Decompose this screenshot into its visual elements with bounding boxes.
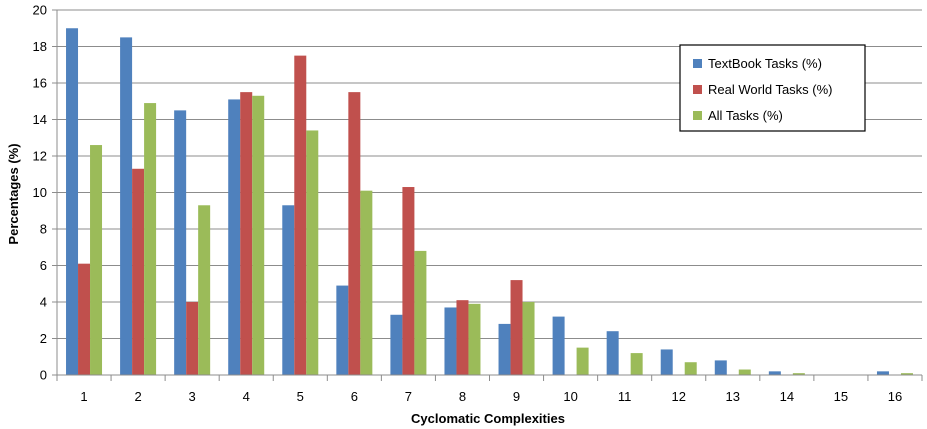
bar-1	[444, 307, 457, 375]
y-tick-label: 4	[40, 295, 47, 310]
bar-2	[402, 187, 415, 375]
bar-1	[120, 37, 133, 375]
bar-3	[684, 362, 697, 375]
y-tick-label: 6	[40, 258, 47, 273]
y-tick-labels: 0 2 4 6 8 10 12 14 16 18 20	[33, 3, 47, 383]
x-tick-label: 9	[513, 389, 520, 404]
bar-3	[306, 130, 319, 375]
bar-1	[282, 205, 295, 375]
x-tick-label: 1	[80, 389, 87, 404]
bar-1	[660, 349, 673, 375]
bar-2	[456, 300, 469, 375]
x-axis-title: Cyclomatic Complexities	[411, 411, 565, 426]
bar-2	[240, 92, 253, 375]
legend: TextBook Tasks (%) Real World Tasks (%) Al…	[679, 44, 866, 132]
x-tick-label: 7	[405, 389, 412, 404]
y-axis-title: Percentages (%)	[6, 143, 21, 244]
bar-1	[498, 323, 511, 375]
legend-label: Real World Tasks (%)	[708, 82, 833, 97]
y-tick-label: 18	[33, 39, 47, 54]
legend-swatch	[693, 111, 702, 120]
x-tick-label: 4	[243, 389, 250, 404]
x-tick-label: 11	[618, 389, 632, 404]
bar-1	[606, 331, 619, 375]
legend-box	[679, 44, 866, 132]
bar-1	[714, 360, 727, 375]
bar-3	[414, 250, 427, 375]
bar-3	[144, 103, 157, 375]
bar-3	[198, 205, 211, 375]
x-tick-label: 16	[888, 389, 902, 404]
legend-label: All Tasks (%)	[708, 108, 783, 123]
bar-3	[360, 190, 373, 375]
bar-2	[132, 168, 145, 375]
x-tick-label: 8	[459, 389, 466, 404]
x-tick-label: 6	[351, 389, 358, 404]
y-tick-label: 12	[33, 149, 47, 164]
bar-1	[336, 285, 349, 375]
bar-3	[900, 373, 913, 375]
axes	[52, 9, 923, 381]
bar-1	[552, 316, 565, 375]
bar-1	[228, 99, 241, 376]
legend-label: TextBook Tasks (%)	[708, 56, 822, 71]
legend-swatch	[693, 59, 702, 68]
bar-1	[66, 28, 79, 375]
y-tick-label: 8	[40, 222, 47, 237]
x-tick-label: 14	[780, 389, 794, 404]
bar-1	[876, 371, 889, 375]
y-tick-label: 14	[33, 112, 47, 127]
x-tick-label: 3	[189, 389, 196, 404]
x-tick-label: 12	[671, 389, 685, 404]
x-tick-label: 2	[134, 389, 141, 404]
bar-3	[252, 95, 265, 376]
bar-2	[348, 92, 361, 375]
y-tick-label: 0	[40, 368, 47, 383]
x-tick-label: 10	[563, 389, 577, 404]
x-tick-label: 13	[726, 389, 740, 404]
x-tick-label: 15	[834, 389, 848, 404]
bar-2	[78, 263, 91, 375]
bar-1	[768, 371, 781, 375]
bar-3	[90, 145, 103, 375]
y-tick-label: 10	[33, 185, 47, 200]
x-tick-labels: 1 2 3 4 5 6 7 8 9 10 11 12 13 14 15 16	[80, 389, 902, 404]
x-tick-label: 5	[297, 389, 304, 404]
bar-3	[468, 303, 481, 375]
y-tick-label: 2	[40, 331, 47, 346]
bar-3	[738, 369, 751, 375]
bar-2	[294, 55, 307, 375]
bars	[66, 28, 913, 376]
bar-3	[522, 302, 535, 375]
bar-1	[174, 110, 187, 375]
bar-1	[390, 314, 403, 375]
bar-3	[792, 373, 805, 375]
legend-swatch	[693, 85, 702, 94]
bar-3	[576, 347, 589, 375]
y-tick-label: 16	[33, 76, 47, 91]
y-tick-label: 20	[33, 3, 47, 18]
bar-2	[510, 280, 523, 375]
bar-2	[186, 302, 199, 375]
bar-3	[630, 353, 643, 375]
